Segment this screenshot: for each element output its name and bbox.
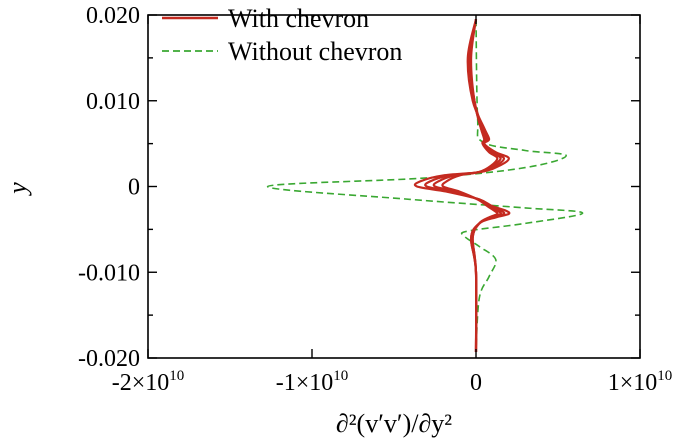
curve-with-chevron-3 <box>441 19 499 353</box>
x-tick-label: 0 <box>470 370 482 396</box>
x-tick-label: 1×1010 <box>608 368 673 396</box>
axis-ticks <box>147 14 641 359</box>
plot-curves <box>266 19 584 353</box>
curve-without-chevron-0 <box>266 19 584 353</box>
curve-with-chevron-0 <box>413 19 511 353</box>
legend: With chevron Without chevron <box>162 4 402 66</box>
curve-with-chevron-1 <box>424 19 506 353</box>
x-tick-labels: -2×1010 -1×1010 0 1×1010 <box>112 368 673 396</box>
x-axis-label: ∂²(v′v′)/∂y² <box>336 409 452 438</box>
y-tick-label: -0.020 <box>78 346 140 372</box>
y-tick-labels: 0.020 0.010 0 -0.010 -0.020 <box>78 3 140 372</box>
y-tick-label: -0.010 <box>78 260 140 286</box>
legend-label-with-chevron: With chevron <box>228 4 369 33</box>
legend-label-without-chevron: Without chevron <box>228 37 402 66</box>
plot-frame <box>147 14 641 359</box>
y-tick-label: 0 <box>128 175 140 201</box>
x-tick-label: -1×1010 <box>276 368 349 396</box>
y-tick-label: 0.010 <box>86 89 140 115</box>
y-tick-label: 0.020 <box>86 3 140 29</box>
x-tick-label: -2×1010 <box>112 368 185 396</box>
y-axis-label: y <box>3 182 32 197</box>
